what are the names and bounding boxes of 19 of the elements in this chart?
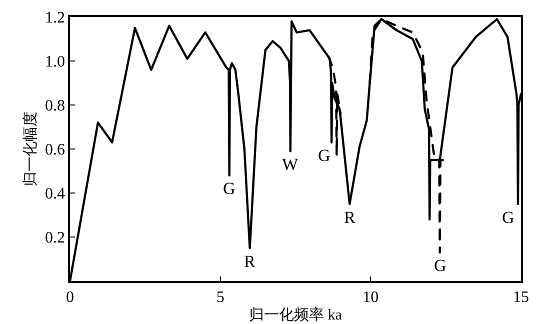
- x-tick-label: 0: [66, 288, 74, 306]
- annotation: R: [344, 208, 356, 227]
- x-tick-label: 15: [513, 288, 529, 306]
- annotation: G: [502, 208, 514, 227]
- annotation: R: [244, 252, 256, 271]
- y-tick-label: 1.0: [45, 54, 66, 71]
- x-axis-title: 归一化频率 ka: [249, 306, 342, 324]
- annotation: G: [318, 146, 330, 165]
- x-tick-label: 5: [216, 288, 224, 306]
- y-tick-label: 0.8: [45, 98, 66, 115]
- y-tick-label: 0.6: [45, 142, 66, 159]
- annotation: W: [282, 155, 299, 174]
- y-tick-label: 0.4: [45, 186, 66, 203]
- y-tick-label: 1.2: [45, 10, 66, 27]
- y-axis-title: 归一化幅度: [22, 112, 39, 186]
- x-tick-label: 10: [362, 288, 379, 306]
- annotation: G: [223, 179, 236, 198]
- annotation: G: [434, 256, 446, 275]
- y-tick-label: 0.2: [45, 230, 66, 247]
